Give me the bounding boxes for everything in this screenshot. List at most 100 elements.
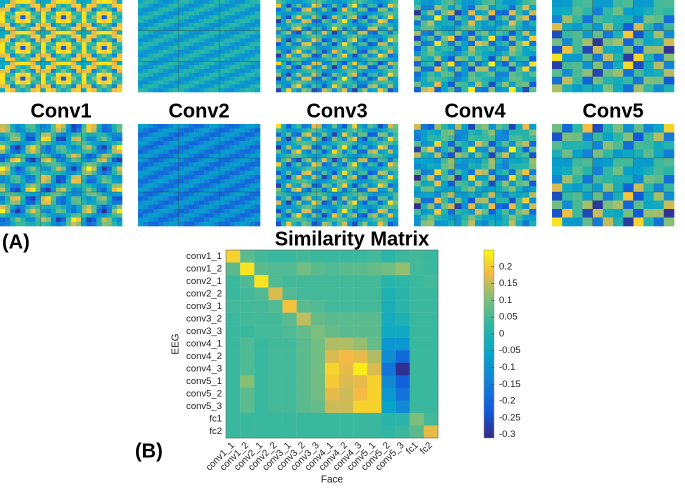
feature-cell	[153, 53, 159, 58]
feature-cell	[254, 149, 261, 155]
feature-cell	[76, 23, 82, 28]
feature-cell	[296, 170, 302, 176]
feature-cell	[35, 170, 41, 176]
feature-cell	[602, 30, 614, 39]
feature-cell	[219, 76, 225, 81]
feature-cell	[296, 213, 302, 218]
feature-cell	[461, 203, 469, 210]
feature-cell	[40, 132, 47, 138]
feature-cell	[229, 69, 235, 74]
feature-cell	[86, 204, 92, 210]
feature-cell	[111, 204, 118, 210]
feature-cell	[0, 166, 6, 172]
feature-cell	[434, 203, 442, 210]
feature-cell	[623, 15, 634, 24]
feature-cell	[86, 128, 92, 133]
feature-cell	[306, 42, 312, 47]
feature-cell	[91, 149, 97, 155]
feature-cell	[331, 170, 338, 176]
feature-cell	[254, 153, 261, 159]
feature-cell	[25, 23, 31, 28]
feature-cell	[106, 187, 113, 193]
heatmap-cell	[409, 412, 425, 426]
feature-cell	[254, 145, 261, 150]
feature-cell	[382, 221, 389, 227]
feature-cell	[372, 80, 378, 85]
feature-cell	[582, 158, 593, 167]
feature-cell	[663, 132, 675, 142]
feature-cell	[357, 84, 363, 89]
feature-cell	[414, 203, 422, 210]
feature-cell	[40, 153, 47, 159]
feature-cell	[367, 204, 373, 210]
feature-cell	[116, 72, 123, 77]
feature-cell	[106, 162, 113, 167]
feature-cell	[420, 158, 428, 164]
feature-cell	[392, 124, 399, 129]
feature-cell	[0, 38, 6, 43]
feature-cell	[377, 30, 384, 35]
feature-cell	[347, 3, 353, 8]
feature-cell	[234, 170, 240, 176]
feature-cell	[239, 132, 246, 138]
feature-cell	[239, 187, 246, 193]
feature-cell	[50, 145, 57, 150]
feature-cell	[15, 46, 21, 51]
feature-cell	[106, 26, 113, 31]
feature-cell	[55, 183, 62, 189]
feature-cell	[158, 175, 164, 180]
feature-cell	[219, 0, 225, 5]
feature-cell	[392, 57, 399, 62]
feature-cell	[224, 209, 230, 214]
feature-cell	[153, 26, 159, 31]
y-tick-label: conv4_3	[186, 364, 222, 375]
feature-cell	[481, 214, 489, 221]
feature-cell	[20, 49, 26, 54]
feature-cell	[441, 135, 449, 142]
feature-cell	[362, 23, 368, 28]
feature-cell	[249, 26, 256, 31]
feature-cell	[254, 65, 261, 70]
feature-cell	[45, 80, 52, 85]
feature-cell	[168, 53, 174, 58]
feature-cell	[219, 192, 225, 197]
feature-cell	[347, 19, 353, 24]
feature-cell	[224, 136, 230, 142]
feature-cell	[529, 56, 537, 62]
feature-cell	[199, 15, 205, 20]
feature-cell	[158, 88, 164, 93]
feature-cell	[106, 80, 113, 85]
feature-cell	[249, 15, 256, 20]
feature-cell	[71, 23, 77, 28]
feature-cell	[66, 88, 72, 93]
feature-cell	[101, 23, 108, 28]
feature-cell	[276, 145, 282, 150]
feature-cell	[188, 0, 195, 5]
feature-cell	[347, 61, 353, 66]
feature-cell	[193, 196, 200, 201]
feature-cell	[229, 183, 235, 189]
feature-cell	[286, 192, 292, 197]
heatmap-cell	[282, 300, 297, 313]
feature-cell	[183, 0, 190, 5]
feature-cell	[229, 7, 235, 12]
feature-cell	[143, 196, 149, 201]
feature-cell	[475, 169, 483, 176]
feature-cell	[96, 38, 102, 43]
feature-cell	[66, 213, 72, 218]
feature-cell	[45, 179, 52, 184]
feature-cell	[249, 221, 256, 227]
feature-cell	[214, 192, 220, 197]
feature-cell	[362, 136, 368, 142]
feature-cell	[173, 23, 179, 28]
feature-cell	[143, 34, 149, 39]
feature-cell	[633, 175, 644, 184]
feature-cell	[5, 80, 11, 85]
feature-cell	[153, 124, 159, 129]
heatmap-cell	[423, 287, 439, 301]
feature-cell	[71, 124, 77, 129]
feature-cell	[45, 34, 52, 39]
feature-cell	[138, 76, 144, 81]
feature-cell	[352, 149, 358, 155]
feature-cell	[163, 213, 169, 218]
